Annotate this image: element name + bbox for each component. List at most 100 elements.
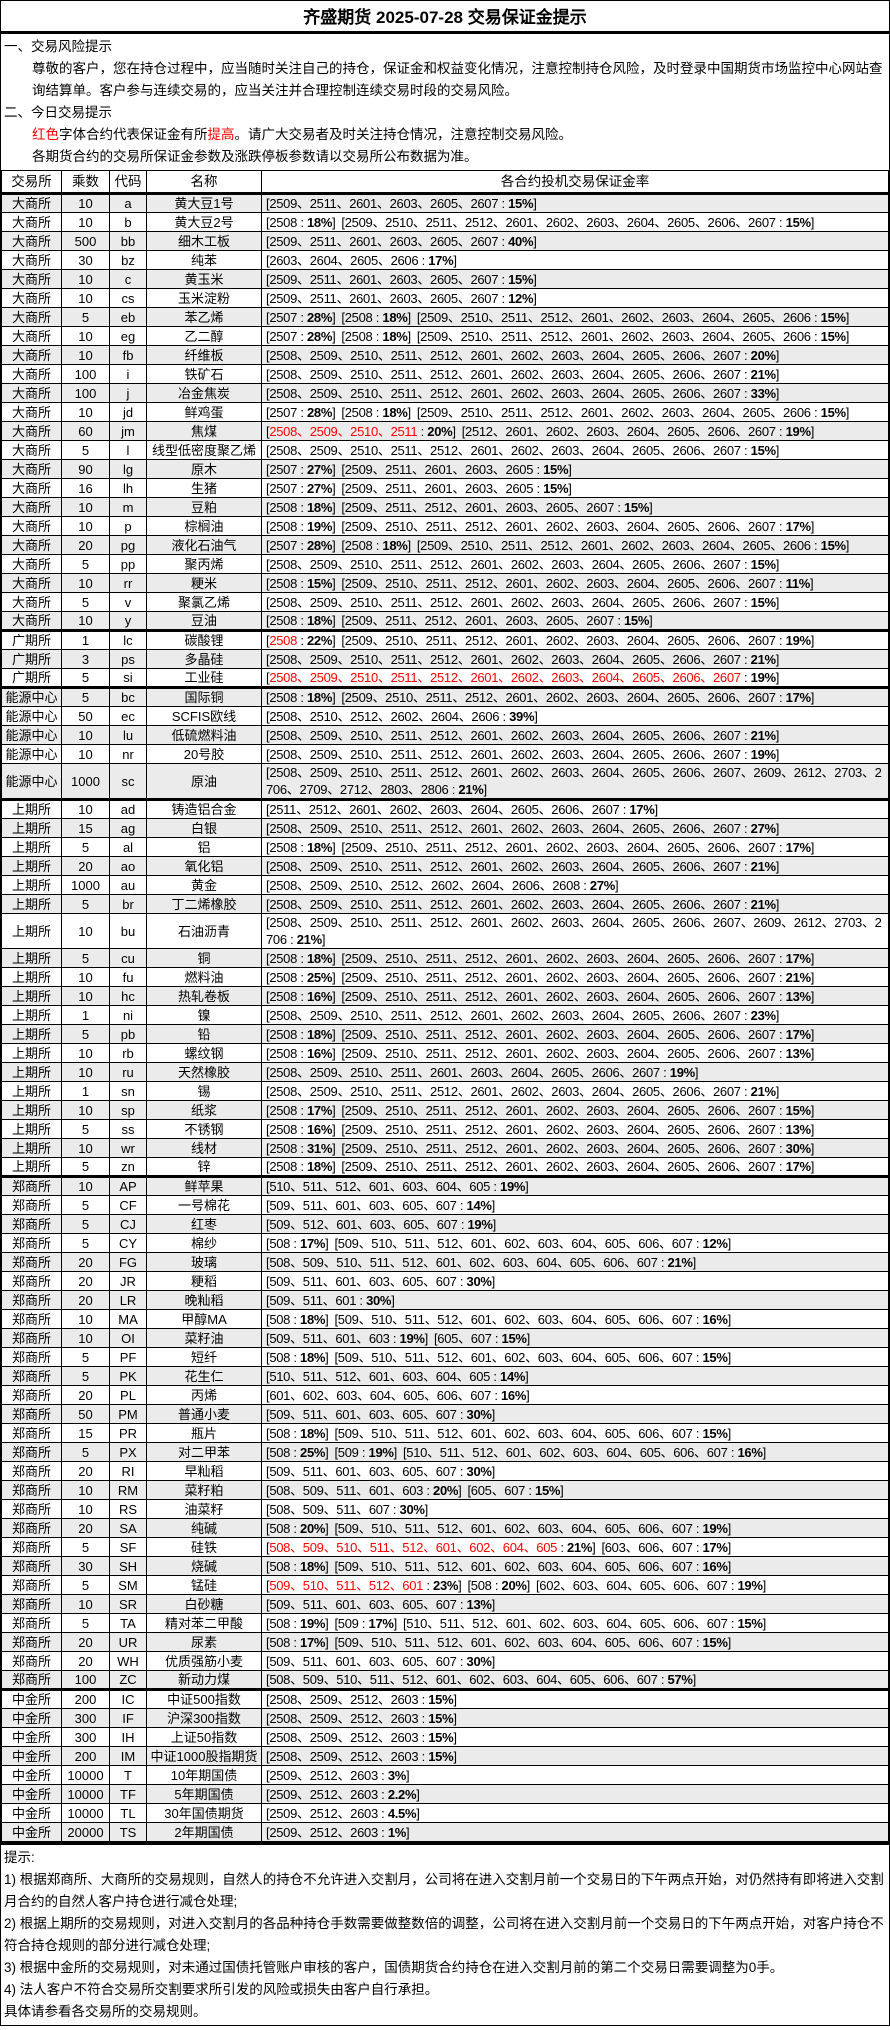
- rate-group: [2509、2511、2601、2603、2605 : 15%]: [341, 461, 572, 477]
- rate-group: [605、607 : 15%]: [433, 1330, 530, 1346]
- rate-value: 2.2%: [387, 1786, 417, 1802]
- table-row: 大商所 16 lh 生猪 [2507 : 27%] [2509、2511、2601、260…: [1, 478, 889, 498]
- contracts: 509、510、511、512、601、602、603、604、605、606、…: [337, 1311, 693, 1327]
- multiplier-cell: 200: [61, 1746, 110, 1766]
- code-cell: UR: [109, 1632, 147, 1652]
- exchange-cell: 大商所: [1, 573, 62, 593]
- code-cell: IC: [109, 1688, 147, 1709]
- exchange-cell: 大商所: [1, 269, 62, 289]
- rate-group: [2508、2509、2510、2511、2512、2601、2602、2603…: [266, 651, 780, 667]
- multiplier-cell: 5: [61, 686, 110, 707]
- multiplier-cell: 10000: [61, 1784, 110, 1804]
- rate-value: 18%: [382, 309, 408, 325]
- name-cell: 乙二醇: [146, 326, 262, 346]
- header-exchange: 交易所: [1, 170, 62, 194]
- multiplier-cell: 10: [61, 798, 110, 819]
- exchange-cell: 中金所: [1, 1803, 62, 1823]
- rate-value: 28%: [306, 537, 333, 553]
- rate-group: [2508 : 31%]: [266, 1140, 336, 1156]
- table-row: 上期所 10 fu 燃料油 [2508 : 25%] [2509、2510、2511、25…: [1, 967, 889, 987]
- code-cell: i: [109, 364, 147, 384]
- code-cell: MA: [109, 1309, 147, 1329]
- margin-rate-cell: [2508、2509、2510、2511、2512、2601、2602、2603…: [261, 744, 889, 764]
- table-row: 中金所 300 IF 沪深300指数 [2508、2509、2512、2603 : 15…: [1, 1708, 889, 1728]
- table-row: 郑商所 10 OI 菜籽油 [509、511、601、603 : 19%] [605、60…: [1, 1328, 889, 1348]
- multiplier-cell: 100: [61, 364, 110, 384]
- code-cell: IM: [109, 1746, 147, 1766]
- code-cell: sn: [109, 1081, 147, 1101]
- contracts: 509、510、511、512、601、602、603、604、605、606、…: [337, 1634, 693, 1650]
- rate-value: 13%: [785, 1045, 811, 1061]
- rate-value: 13%: [785, 988, 811, 1004]
- rate-value: 30%: [466, 1653, 492, 1669]
- rate-group: [2508 : 18%]: [266, 1026, 336, 1042]
- rate-value: 19%: [750, 746, 776, 762]
- multiplier-cell: 10: [61, 1480, 110, 1500]
- table-row: 大商所 100 j 冶金焦炭 [2508、2509、2510、2511、2512、260…: [1, 383, 889, 403]
- rate-group: [510、511、512、601、603、604、605 : 14%]: [266, 1368, 529, 1384]
- contracts: 2508、2509、2512、2603: [269, 1692, 419, 1707]
- exchange-cell: 广期所: [1, 629, 62, 650]
- name-cell: 棉纱: [146, 1233, 262, 1253]
- rate-group: [2511、2512、2601、2602、2603、2604、2605、2606…: [266, 802, 658, 817]
- name-cell: 黄大豆2号: [146, 212, 262, 232]
- contracts: 2509、2510、2511、2512、2601、2602、2603、2604、…: [344, 1140, 776, 1156]
- code-cell: sp: [109, 1100, 147, 1120]
- name-cell: 铅: [146, 1024, 262, 1044]
- table-row: 大商所 10 jd 鲜鸡蛋 [2507 : 28%] [2508 : 18%] [2509、…: [1, 402, 889, 422]
- exchange-cell: 上期所: [1, 1005, 62, 1025]
- rate-group: [2507 : 28%]: [266, 328, 336, 344]
- contracts: 508: [470, 1577, 492, 1593]
- rate-value: 15%: [501, 1330, 527, 1346]
- code-cell: TF: [109, 1784, 147, 1804]
- code-cell: RI: [109, 1461, 147, 1481]
- multiplier-cell: 200: [61, 1688, 110, 1709]
- name-cell: 国际铜: [146, 686, 262, 707]
- rate-group: [508 : 17%]: [266, 1235, 329, 1251]
- exchange-cell: 上期所: [1, 1119, 62, 1139]
- table-row: 上期所 1 ni 镍 [2508、2509、2510、2511、2512、2601、26…: [1, 1005, 889, 1025]
- name-cell: 棕榈油: [146, 516, 262, 536]
- multiplier-cell: 5: [61, 837, 110, 857]
- margin-rate-cell: [2509、2512、2603 : 4.5%]: [261, 1803, 889, 1823]
- table-row: 大商所 10 b 黄大豆2号 [2508 : 18%] [2509、2510、2511、2…: [1, 212, 889, 232]
- rate-value: 19%: [702, 1520, 728, 1536]
- code-cell: si: [109, 668, 147, 688]
- rate-group: [2509、2511、2601、2603、2605 : 15%]: [341, 480, 572, 496]
- exchange-cell: 广期所: [1, 649, 62, 669]
- exchange-cell: 郑商所: [1, 1480, 62, 1500]
- rate-group: [2508、2509、2512、2603 : 15%]: [266, 1748, 457, 1764]
- multiplier-cell: 3: [61, 649, 110, 669]
- rate-value: 28%: [306, 328, 333, 344]
- margin-rate-cell: [509、511、601、603、605、607 : 30%]: [261, 1651, 889, 1671]
- rate-value: 19%: [306, 518, 333, 534]
- rate-value: 21%: [750, 366, 776, 382]
- rate-group: [2508 : 16%]: [266, 1121, 336, 1137]
- rate-value: 14%: [466, 1197, 492, 1213]
- multiplier-cell: 50: [61, 1404, 110, 1424]
- name-cell: 多晶硅: [146, 649, 262, 669]
- rate-value: 30%: [466, 1406, 492, 1422]
- exchange-cell: 上期所: [1, 1024, 62, 1044]
- contracts: 2508、2509、2510、2511、2512、2601、2602、2603、…: [269, 366, 741, 382]
- rate-value: 13%: [466, 1596, 492, 1612]
- margin-rate-cell: [2508、2509、2510、2511、2512、2601、2602、2603…: [261, 725, 889, 745]
- exchange-cell: 郑商所: [1, 1651, 62, 1671]
- contracts: 2511、2512、2601、2602、2603、2604、2605、2606、…: [269, 802, 620, 817]
- name-cell: 白银: [146, 818, 262, 838]
- exchange-cell: 大商所: [1, 421, 62, 441]
- rate-group: [508 : 25%]: [266, 1444, 329, 1460]
- contracts: 2509、2510、2511、2512、2601、2602、2603、2604、…: [344, 690, 776, 705]
- code-cell: l: [109, 440, 147, 460]
- margin-rate-cell: [2508、2509、2510、2511、2512、2601、2602、2603…: [261, 649, 889, 669]
- contracts: 2508: [269, 1140, 298, 1156]
- exchange-cell: 大商所: [1, 554, 62, 574]
- code-cell: ps: [109, 649, 147, 669]
- table-row: 上期所 5 br 丁二烯橡胶 [2508、2509、2510、2511、2512、260…: [1, 894, 889, 914]
- contracts: 2508: [269, 499, 298, 515]
- rate-value: 28%: [306, 309, 333, 325]
- name-cell: 菜籽粕: [146, 1480, 262, 1500]
- rate-value: 18%: [306, 214, 333, 230]
- exchange-cell: 大商所: [1, 307, 62, 327]
- table-row: 上期所 10 ad 铸造铝合金 [2511、2512、2601、2602、2603、26…: [1, 798, 889, 819]
